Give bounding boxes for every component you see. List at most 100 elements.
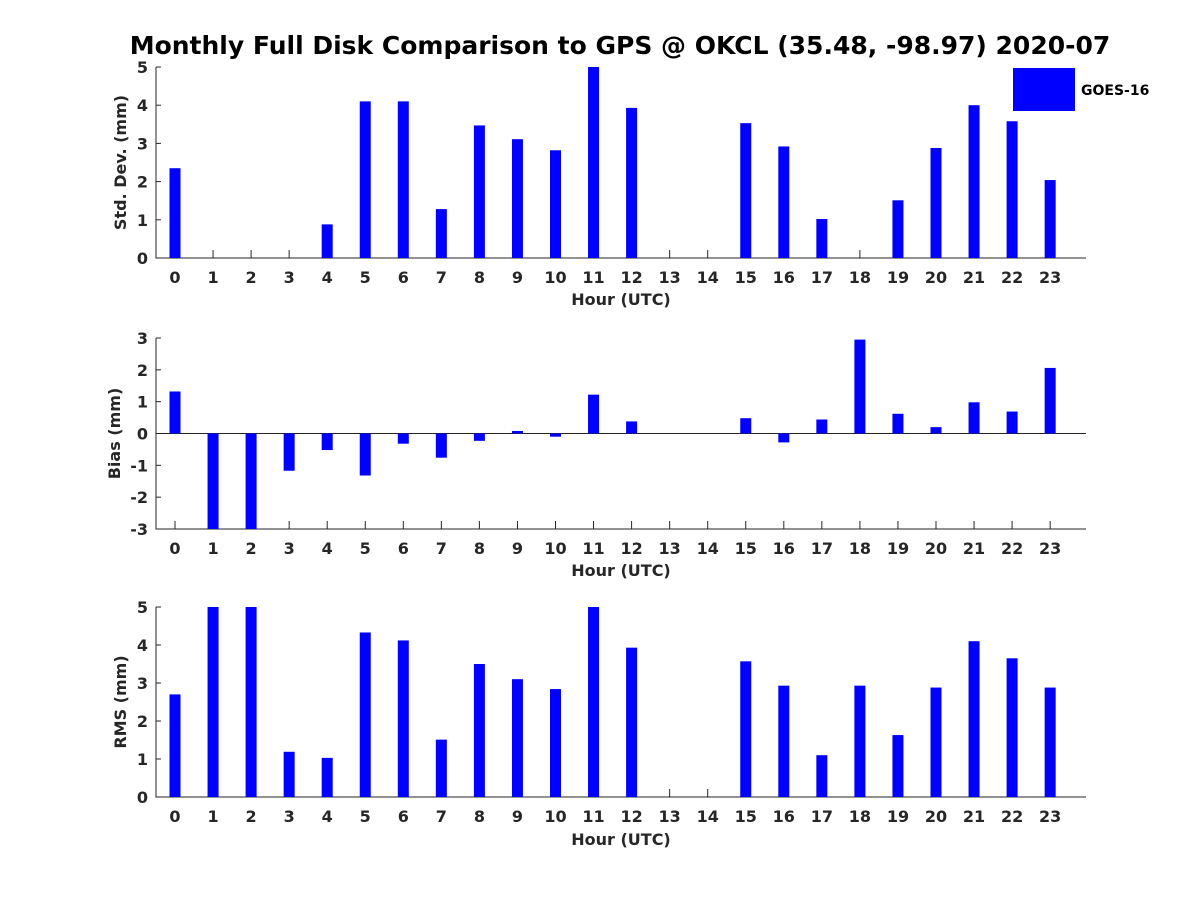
bias-ytick-label: 3: [137, 329, 148, 348]
std-dev-bar-hour-22: [1006, 121, 1018, 258]
rms-bar-hour-6: [397, 640, 409, 797]
std-dev-xtick-label: 10: [544, 268, 566, 287]
bias-bar-hour-5: [359, 433, 371, 476]
std-dev-xtick-label: 22: [1001, 268, 1023, 287]
bias-xtick-label: 4: [322, 539, 333, 558]
std-dev-xtick-label: 9: [512, 268, 523, 287]
std-dev-y-axis-label: Std. Dev. (mm): [111, 95, 130, 230]
rms-bar-hour-23: [1044, 687, 1056, 797]
std-dev-xtick-label: 20: [925, 268, 947, 287]
bias-bar-hour-22: [1006, 411, 1018, 434]
std-dev-xtick-label: 4: [322, 268, 333, 287]
std-dev-xtick-label: 17: [811, 268, 833, 287]
bias-xtick-label: 11: [582, 539, 604, 558]
bias-xtick-label: 2: [246, 539, 257, 558]
rms-xtick-label: 11: [582, 807, 604, 826]
std-dev-xtick-label: 0: [169, 268, 180, 287]
std-dev-x-axis-label: Hour (UTC): [571, 290, 671, 309]
rms-xtick-label: 17: [811, 807, 833, 826]
bias-bar-hour-17: [816, 419, 828, 434]
rms-xtick-label: 12: [620, 807, 642, 826]
std-dev-bar-hour-15: [740, 123, 752, 259]
bias-xtick-label: 21: [963, 539, 985, 558]
std-dev-xtick-label: 5: [360, 268, 371, 287]
rms-bar-hour-10: [550, 689, 561, 797]
std-dev-bar-hour-16: [778, 146, 790, 258]
std-dev-bar-hour-12: [626, 107, 638, 259]
bias-bar-hour-7: [435, 433, 447, 458]
std-dev-xtick-label: 14: [697, 268, 719, 287]
bias-xtick-label: 1: [207, 539, 218, 558]
std-dev-bar-hour-6: [397, 101, 409, 258]
rms-bar-hour-8: [473, 664, 485, 797]
std-dev-xtick-label: 1: [207, 268, 218, 287]
std-dev-xtick-label: 6: [398, 268, 409, 287]
std-dev-bar-hour-11: [588, 67, 600, 258]
bias-xtick-label: 17: [811, 539, 833, 558]
rms-xtick-label: 8: [474, 807, 485, 826]
bias-bar-hour-12: [626, 421, 638, 434]
std-dev-xtick-label: 23: [1039, 268, 1061, 287]
std-dev-ytick-label: 2: [137, 173, 148, 192]
bias-bar-hour-9: [511, 430, 523, 434]
bias-bar-hour-20: [930, 427, 942, 434]
rms-xtick-label: 23: [1039, 807, 1061, 826]
rms-ytick-label: 5: [137, 598, 148, 617]
bias-bar-hour-11: [588, 394, 600, 434]
bias-bar-hour-8: [473, 433, 485, 441]
rms-bar-hour-21: [968, 641, 980, 797]
rms-bar-hour-9: [511, 679, 523, 797]
rms-ytick-label: 1: [137, 750, 148, 769]
rms-xtick-label: 22: [1001, 807, 1023, 826]
rms-bar-hour-17: [816, 755, 828, 797]
rms-bar-hour-2: [245, 607, 257, 797]
bias-bar-hour-19: [892, 413, 904, 434]
std-dev-bar-hour-23: [1044, 180, 1056, 258]
rms-xtick-label: 15: [735, 807, 757, 826]
bias-xtick-label: 16: [773, 539, 795, 558]
rms-xtick-label: 18: [849, 807, 871, 826]
bias-xtick-label: 12: [620, 539, 642, 558]
chart-title: Monthly Full Disk Comparison to GPS @ OK…: [130, 31, 1111, 60]
std-dev-xtick-label: 3: [284, 268, 295, 287]
bias-bar-hour-1: [207, 433, 219, 529]
rms-xtick-label: 3: [284, 807, 295, 826]
rms-y-axis-label: RMS (mm): [111, 655, 130, 748]
std-dev-bar-hour-5: [359, 101, 371, 258]
bias-xtick-label: 3: [284, 539, 295, 558]
bias-bar-hour-0: [169, 391, 181, 434]
std-dev-xtick-label: 21: [963, 268, 985, 287]
rms-axes: [155, 607, 1086, 798]
std-dev-bar-hour-8: [473, 125, 485, 258]
bias-xtick-label: 5: [360, 539, 371, 558]
rms-xtick-label: 6: [398, 807, 409, 826]
rms-xtick-label: 19: [887, 807, 909, 826]
bias-ytick-label: -2: [130, 488, 148, 507]
rms-bar-hour-4: [321, 757, 333, 797]
bias-bar-hour-10: [550, 433, 561, 437]
bias-xtick-label: 19: [887, 539, 909, 558]
bias-ytick-label: -3: [130, 520, 148, 539]
rms-ytick-label: 3: [137, 674, 148, 693]
bias-xtick-label: 20: [925, 539, 947, 558]
rms-bar-hour-20: [930, 687, 942, 797]
rms-xtick-label: 20: [925, 807, 947, 826]
bias-xtick-label: 18: [849, 539, 871, 558]
bias-bar-hour-21: [968, 402, 980, 434]
bias-bar-hour-4: [321, 433, 333, 451]
std-dev-xtick-label: 18: [849, 268, 871, 287]
legend: GOES-16: [1013, 68, 1149, 111]
rms-xtick-label: 7: [436, 807, 447, 826]
std-dev-xtick-label: 2: [246, 268, 257, 287]
std-dev-bar-hour-20: [930, 147, 942, 258]
rms-bar-hour-3: [283, 751, 295, 797]
bias-xtick-label: 14: [697, 539, 719, 558]
bias-bar-hour-2: [245, 433, 257, 529]
bias-ytick-label: 0: [137, 425, 148, 444]
bias-xtick-label: 10: [544, 539, 566, 558]
rms-xtick-label: 9: [512, 807, 523, 826]
